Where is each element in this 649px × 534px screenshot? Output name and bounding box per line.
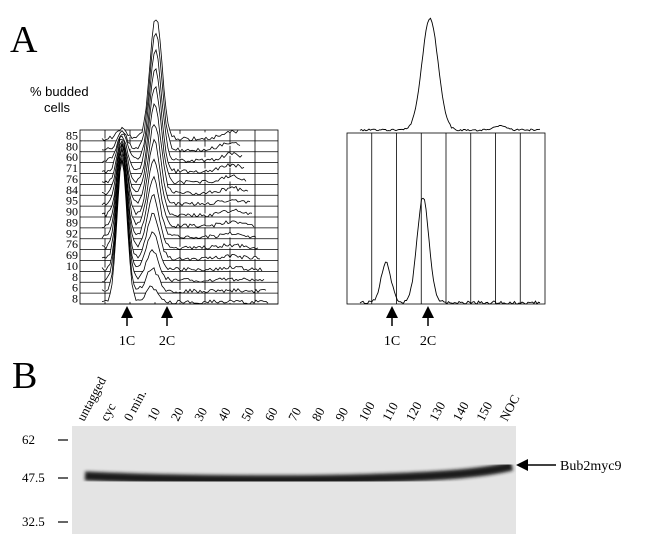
histogram-panel <box>347 18 545 304</box>
trace <box>360 198 540 304</box>
histogram-stack: 85806071768495908992766910868 <box>66 20 278 306</box>
mw-label: 62 <box>22 432 35 447</box>
marker-label: 1C <box>384 334 400 349</box>
lane-label: 10 <box>144 405 163 424</box>
lane-label: 60 <box>261 405 280 424</box>
mw-label: 32.5 <box>22 514 45 529</box>
lane-label: cyc <box>97 400 119 423</box>
lane-label: 140 <box>449 399 471 423</box>
marker-label: 2C <box>159 334 175 349</box>
trace <box>102 20 238 141</box>
lane-label: 100 <box>355 399 377 423</box>
marker-label: 2C <box>420 334 436 349</box>
axis-title: % budded <box>30 84 89 99</box>
lane-label: 70 <box>285 405 304 424</box>
band-label: Bub2myc9 <box>560 459 621 474</box>
mw-label: 47.5 <box>22 470 45 485</box>
lane-label: 90 <box>332 405 351 424</box>
lane-label: 120 <box>402 399 424 423</box>
panel-label: A <box>10 19 38 61</box>
lane-label: 40 <box>214 405 233 424</box>
lane-label: 30 <box>191 405 210 424</box>
axis-title: cells <box>44 100 71 115</box>
lane-label: NOC <box>496 392 522 423</box>
lane-label: 80 <box>308 405 327 424</box>
marker-label: 1C <box>119 334 135 349</box>
lane-label: 50 <box>238 405 257 424</box>
lane-label: 110 <box>379 400 401 424</box>
row-label: 8 <box>72 292 78 306</box>
arrows: 1C 2C 1C 2C <box>119 312 436 349</box>
lane-label: 130 <box>426 399 448 423</box>
lane-label: 150 <box>473 399 495 423</box>
lane-label: 20 <box>167 405 186 424</box>
panel-label: B <box>12 355 37 397</box>
trace <box>360 18 540 131</box>
